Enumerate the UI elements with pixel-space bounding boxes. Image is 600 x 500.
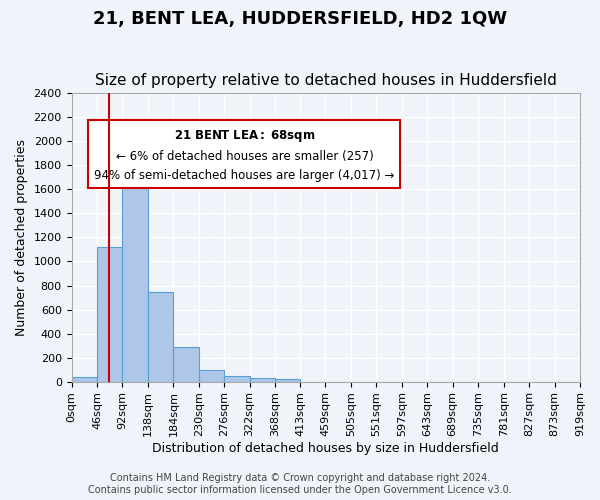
- X-axis label: Distribution of detached houses by size in Huddersfield: Distribution of detached houses by size …: [152, 442, 499, 455]
- Bar: [275, 379, 300, 382]
- Title: Size of property relative to detached houses in Huddersfield: Size of property relative to detached ho…: [95, 73, 557, 88]
- Bar: [199, 370, 224, 382]
- Bar: [122, 152, 148, 382]
- Bar: [250, 378, 275, 382]
- Y-axis label: Number of detached properties: Number of detached properties: [15, 139, 28, 336]
- Bar: [224, 376, 250, 382]
- Text: 21, BENT LEA, HUDDERSFIELD, HD2 1QW: 21, BENT LEA, HUDDERSFIELD, HD2 1QW: [93, 10, 507, 28]
- Bar: [173, 347, 199, 382]
- Text: $\bf{21\ BENT\ LEA:\ 68sqm}$
← 6% of detached houses are smaller (257)
94% of se: $\bf{21\ BENT\ LEA:\ 68sqm}$ ← 6% of det…: [94, 128, 395, 182]
- Bar: [97, 247, 122, 382]
- Bar: [71, 378, 97, 382]
- Text: Contains HM Land Registry data © Crown copyright and database right 2024.
Contai: Contains HM Land Registry data © Crown c…: [88, 474, 512, 495]
- Bar: [148, 292, 173, 382]
